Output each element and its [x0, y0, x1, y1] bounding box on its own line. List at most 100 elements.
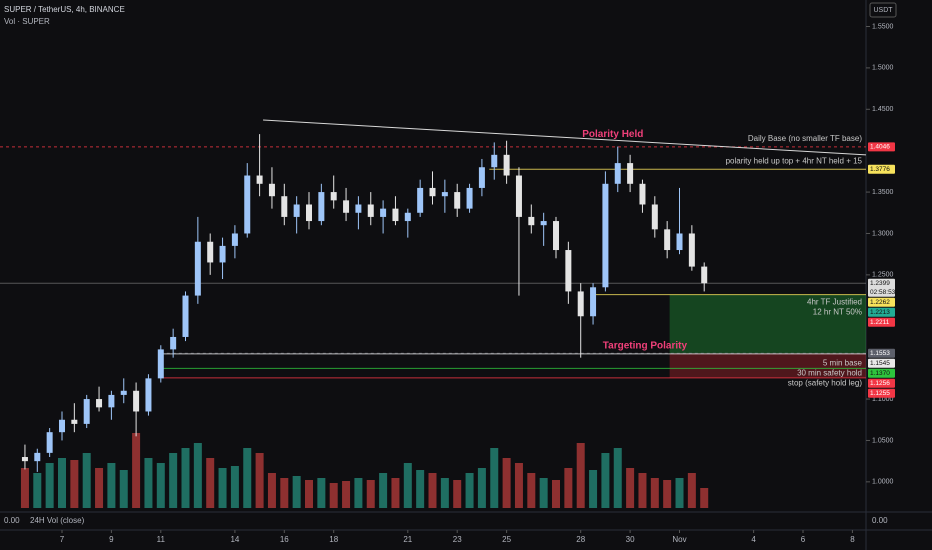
- volume-bar: [539, 478, 548, 508]
- price-label: 1.2213: [870, 309, 890, 316]
- volume-bar: [527, 473, 536, 508]
- volume-bar: [354, 478, 363, 508]
- candle-body: [664, 229, 671, 251]
- y-tick-label: 1.0500: [872, 437, 894, 444]
- price-label-box: [868, 278, 895, 297]
- x-tick-label: Nov: [672, 535, 686, 544]
- volume-bar: [82, 453, 91, 508]
- candle-body: [466, 187, 473, 209]
- y-tick-label: 1.1000: [872, 396, 894, 403]
- volume-bar: [267, 473, 276, 508]
- chart-subtitle: Vol · SUPER: [4, 17, 50, 26]
- volume-bar: [144, 458, 153, 508]
- candle-body: [355, 204, 362, 213]
- y-tick-label: 1.0000: [872, 479, 894, 486]
- volume-bar: [601, 453, 610, 508]
- candle-body: [120, 390, 127, 395]
- candle-body: [417, 187, 424, 213]
- volume-bar: [675, 478, 684, 508]
- price-label-box: [868, 297, 895, 307]
- candle-body: [58, 419, 65, 433]
- candle-body: [219, 245, 226, 263]
- volume-bar: [502, 458, 511, 508]
- candle-body: [34, 452, 41, 462]
- price-label-box: [868, 317, 895, 327]
- y-tick-label: 1.5500: [872, 23, 894, 30]
- volume-bar: [342, 481, 351, 508]
- candle-body: [602, 183, 609, 288]
- y-tick-label: 1.4500: [872, 106, 894, 113]
- candle-body: [392, 208, 399, 222]
- candle-body: [565, 250, 572, 292]
- x-tick-label: 28: [576, 535, 585, 544]
- volume-bar: [638, 473, 647, 508]
- candle-body: [614, 163, 621, 184]
- level-note: stop (safety hold leg): [788, 378, 863, 387]
- price-label: 1.4046: [870, 144, 890, 151]
- price-label: 1.1370: [870, 370, 890, 377]
- candle-body: [133, 390, 140, 412]
- y-tick-label: 1.5000: [872, 65, 894, 72]
- candle-body: [194, 241, 201, 296]
- candle-body: [577, 291, 584, 317]
- volume-bar: [317, 478, 326, 508]
- x-tick-label: 7: [60, 535, 65, 544]
- candle-body: [256, 175, 263, 184]
- x-tick-label: 23: [453, 535, 462, 544]
- currency-button[interactable]: [869, 2, 897, 18]
- volume-bar: [613, 448, 622, 508]
- candle-body: [108, 394, 115, 408]
- volume-bar: [206, 458, 215, 508]
- candle-body: [71, 419, 78, 424]
- volume-bar: [292, 476, 301, 508]
- price-label-box: [868, 348, 895, 358]
- candle-body: [96, 399, 103, 408]
- candle-body: [170, 336, 177, 350]
- volume-bar: [33, 473, 42, 508]
- currency-label[interactable]: USDT: [873, 7, 893, 14]
- price-label: 1.1256: [870, 380, 890, 387]
- price-label: 1.1545: [870, 360, 890, 367]
- volume-bar: [465, 473, 474, 508]
- volume-bar: [45, 463, 54, 508]
- volume-bar: [416, 470, 425, 508]
- volume-bar: [243, 448, 252, 508]
- volume-bar: [366, 480, 375, 508]
- level-note: 5 min base: [823, 358, 863, 367]
- volume-bar: [280, 478, 289, 508]
- volume-bar: [650, 478, 659, 508]
- candle-body: [639, 183, 646, 205]
- candle-body: [676, 233, 683, 251]
- annotation: Targeting Polarity: [603, 341, 688, 352]
- candle-body: [182, 295, 189, 337]
- stop-zone: [669, 353, 866, 378]
- level-note: polarity held up top + 4hr NT held + 15: [726, 156, 863, 165]
- candle-body: [318, 192, 325, 222]
- candle-body: [293, 204, 300, 217]
- candle-body: [553, 221, 560, 251]
- y-tick-label: 1.3500: [872, 189, 894, 196]
- price-label: 1.1255: [870, 390, 890, 397]
- candle-body: [528, 216, 535, 226]
- x-tick-label: 18: [329, 535, 338, 544]
- volume-bar: [70, 460, 79, 508]
- volume-bar: [57, 458, 66, 508]
- volume-bar: [514, 463, 523, 508]
- candle-body: [701, 266, 708, 284]
- volume-bar: [305, 480, 314, 508]
- volume-bar: [107, 463, 116, 508]
- candle-body: [343, 200, 350, 213]
- candle-body: [367, 204, 374, 217]
- level-note: Daily Base (no smaller TF base): [748, 134, 862, 143]
- x-tick-label: 30: [626, 535, 635, 544]
- candle-body: [627, 163, 634, 184]
- level-note: 12 hr NT 50%: [813, 307, 862, 316]
- candle-body: [83, 399, 90, 424]
- price-label-box: [868, 142, 895, 152]
- price-label: 1.3776: [870, 166, 890, 173]
- price-label-box: [868, 358, 895, 368]
- x-tick-label: 14: [230, 535, 239, 544]
- target-zone: [669, 294, 866, 354]
